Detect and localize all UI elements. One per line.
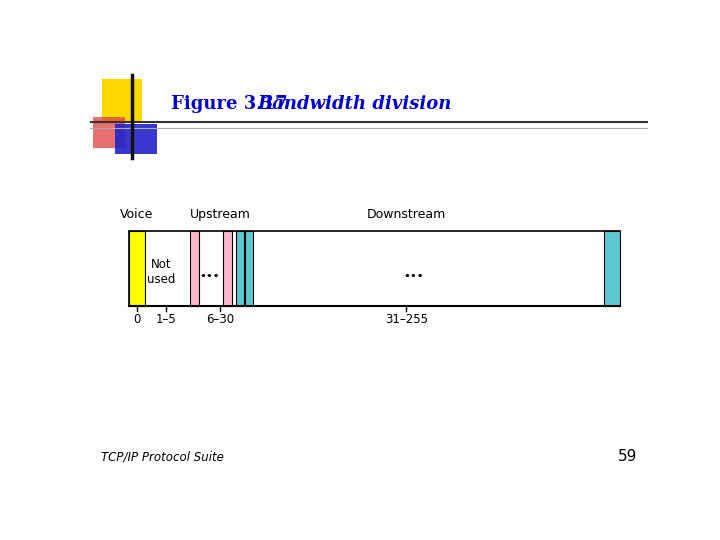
Text: 6–30: 6–30 xyxy=(206,313,234,327)
Bar xyxy=(93,117,125,148)
Text: Bandwidth division: Bandwidth division xyxy=(258,95,451,113)
Text: Not
used: Not used xyxy=(147,258,175,286)
Bar xyxy=(115,124,157,154)
Text: 59: 59 xyxy=(618,449,637,464)
Text: Voice: Voice xyxy=(120,208,153,221)
Text: Figure 3.17: Figure 3.17 xyxy=(171,95,312,113)
Text: ...: ... xyxy=(403,264,424,281)
Text: 31–255: 31–255 xyxy=(385,313,428,327)
Bar xyxy=(223,231,232,306)
Bar xyxy=(246,231,253,306)
Bar xyxy=(190,231,199,306)
Text: TCP/IP Protocol Suite: TCP/IP Protocol Suite xyxy=(101,451,224,464)
Text: 1–5: 1–5 xyxy=(156,313,176,327)
Text: Upstream: Upstream xyxy=(189,208,251,221)
Bar xyxy=(129,231,620,306)
Bar xyxy=(236,231,244,306)
Bar xyxy=(604,231,620,306)
Text: ...: ... xyxy=(199,264,220,281)
Text: 0: 0 xyxy=(133,313,140,327)
Text: Downstream: Downstream xyxy=(367,208,446,221)
Bar xyxy=(129,231,145,306)
Bar xyxy=(102,79,143,121)
